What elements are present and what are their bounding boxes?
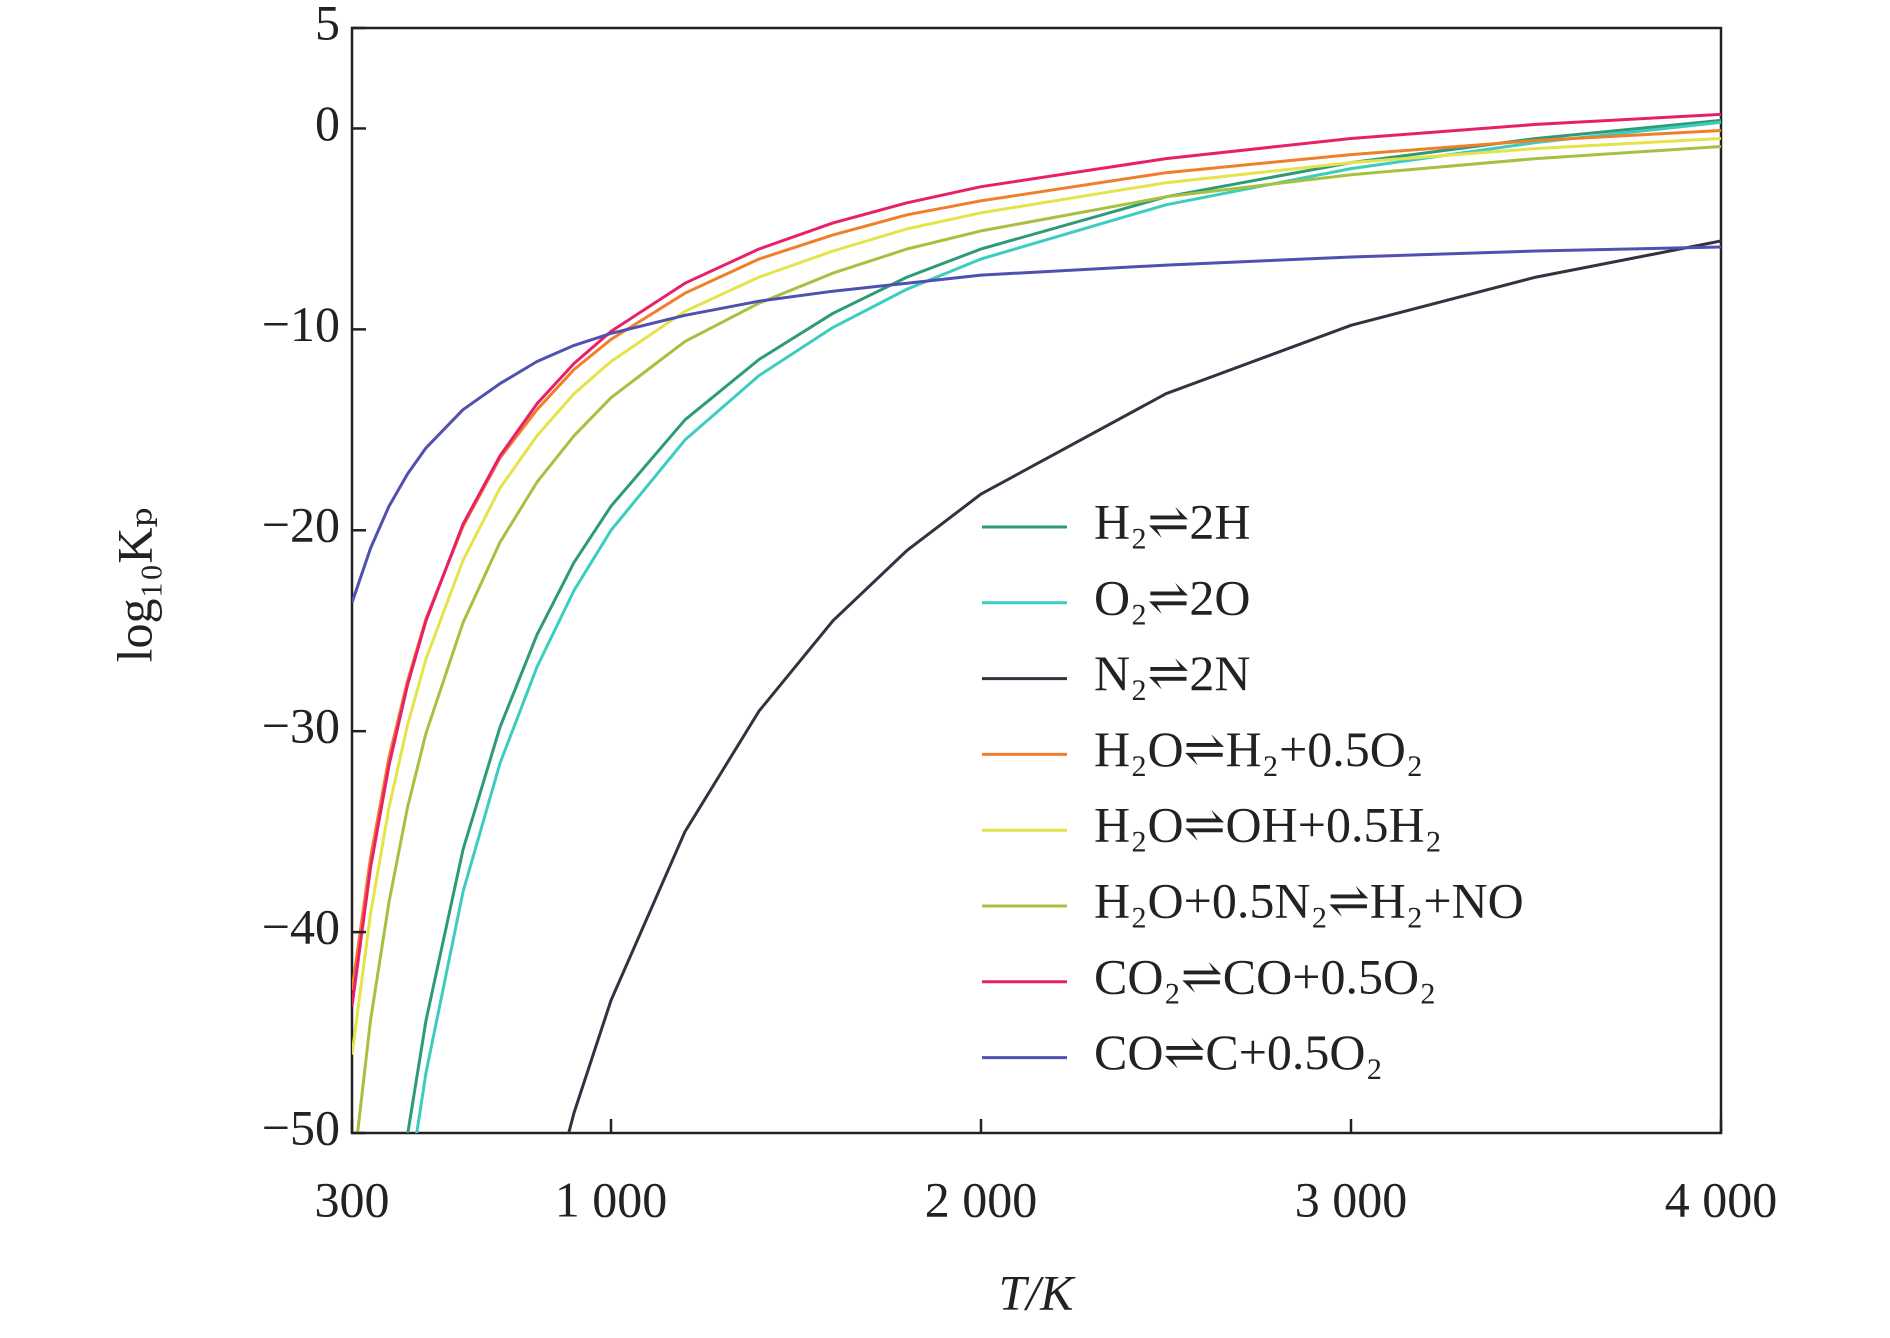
- legend-label: H₂O⇌OH+0.5H₂: [1094, 797, 1442, 853]
- legend-label: CO⇌C+0.5O₂: [1094, 1024, 1383, 1080]
- series-line: [356, 145, 1721, 1133]
- plot-frame: [350, 26, 1723, 1135]
- x-tick-label: 3 000: [1295, 1171, 1408, 1227]
- series-line: [567, 239, 1721, 1133]
- y-tick-label: −30: [262, 698, 340, 754]
- x-tick-label: 300: [315, 1171, 390, 1227]
- legend-label: O₂⇌2O: [1094, 569, 1251, 625]
- y-tick-label: −50: [262, 1099, 340, 1155]
- legend-label: CO₂⇌CO+0.5O₂: [1094, 948, 1436, 1004]
- series-line: [352, 245, 1721, 604]
- y-tick-label: −20: [262, 497, 340, 553]
- legend-label: H₂O⇌H₂+0.5O₂: [1094, 721, 1423, 777]
- series-line: [352, 129, 1721, 991]
- y-axis-label: log₁₀Kₚ: [106, 508, 162, 663]
- plot-area: [352, 112, 1721, 1133]
- x-tick-label: 4 000: [1665, 1171, 1778, 1227]
- x-tick-label: 2 000: [925, 1171, 1038, 1227]
- y-tick-label: 0: [315, 95, 340, 151]
- legend-label: H₂O+0.5N₂⇌H₂+NO: [1094, 872, 1524, 928]
- y-tick-label: 5: [315, 0, 340, 50]
- y-tick-label: −10: [262, 296, 340, 352]
- y-tick-label: −40: [262, 899, 340, 955]
- x-axis-label: T/K: [998, 1264, 1076, 1320]
- series-line: [406, 118, 1721, 1133]
- series-line: [352, 137, 1721, 1055]
- series-line: [415, 120, 1721, 1133]
- x-tick-label: 1 000: [555, 1171, 668, 1227]
- legend-label: N₂⇌2N: [1094, 645, 1251, 701]
- series-line: [352, 112, 1721, 1007]
- legend-label: H₂⇌2H: [1094, 493, 1251, 549]
